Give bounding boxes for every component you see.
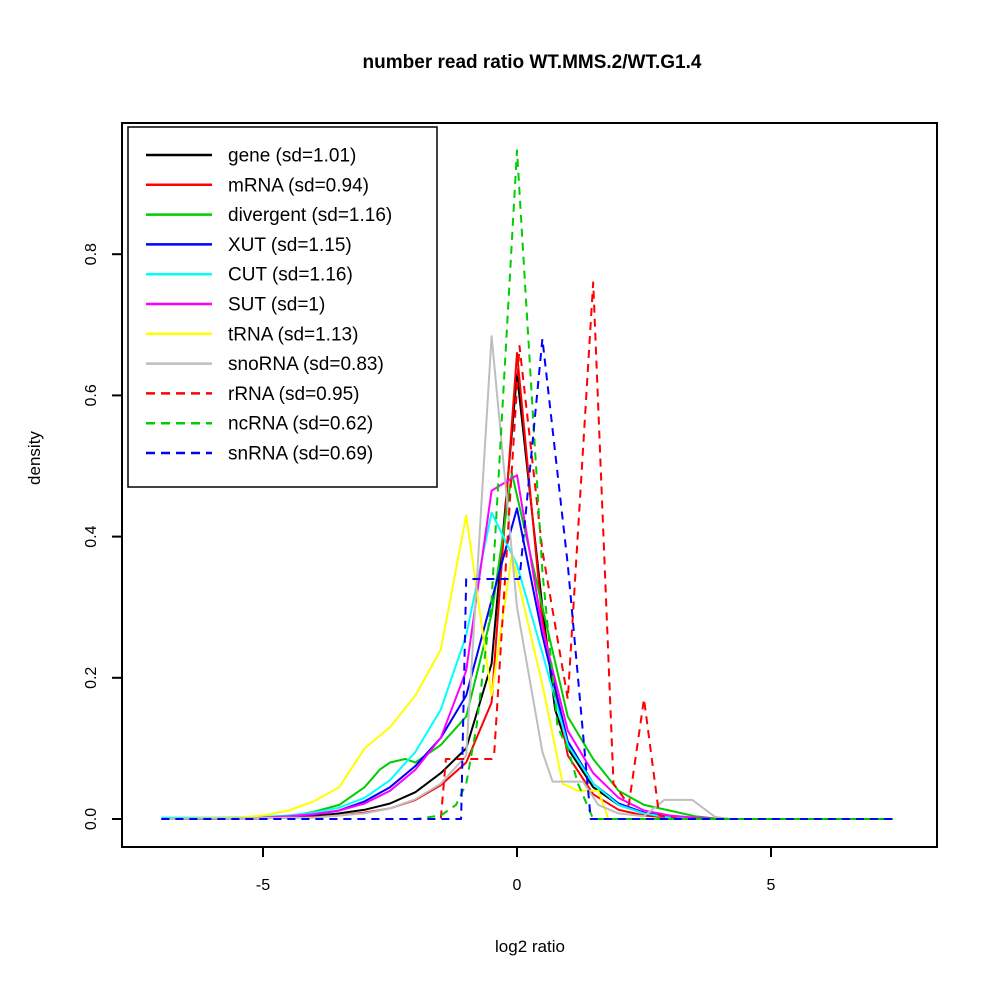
x-axis: -5 0 5 (256, 847, 776, 894)
legend-label-rRNA: rRNA (sd=0.95) (228, 384, 359, 405)
series-line-SUT (161, 474, 893, 820)
legend-label-divergent: divergent (sd=1.16) (228, 205, 392, 226)
y-tick-label: 0.0 (83, 808, 100, 830)
legend-label-ncRNA: ncRNA (sd=0.62) (228, 414, 373, 435)
y-tick-label: 0.6 (83, 384, 100, 406)
legend: gene (sd=1.01) mRNA (sd=0.94) divergent (s… (127, 126, 438, 488)
series-line-rRNA (161, 281, 893, 820)
series-line-snRNA (161, 337, 893, 820)
series-line-snoRNA (161, 335, 893, 820)
series-lines (161, 149, 893, 820)
y-tick-label: 0.4 (83, 525, 100, 547)
y-axis-label: density (25, 431, 44, 485)
series-line-ncRNA (161, 149, 893, 820)
y-tick-label: 0.8 (83, 243, 100, 265)
legend-label-XUT: XUT (sd=1.15) (228, 235, 352, 256)
legend-label-CUT: CUT (sd=1.16) (228, 265, 353, 286)
x-tick-label: 0 (513, 877, 522, 894)
series-line-divergent (161, 472, 893, 820)
x-tick-label: -5 (256, 877, 270, 894)
plot-border-box (121, 122, 938, 848)
legend-label-SUT: SUT (sd=1) (228, 295, 325, 316)
x-tick-label: 5 (767, 877, 776, 894)
legend-label-tRNA: tRNA (sd=1.13) (228, 324, 358, 345)
chart-title: number read ratio WT.MMS.2/WT.G1.4 (363, 52, 702, 73)
legend-label-snoRNA: snoRNA (sd=0.83) (228, 354, 384, 375)
series-line-tRNA (161, 514, 893, 820)
y-tick-label: 0.2 (83, 667, 100, 689)
legend-label-mRNA: mRNA (sd=0.94) (228, 175, 369, 196)
y-axis: 0.0 0.2 0.4 0.6 0.8 (83, 243, 122, 830)
x-axis-label: log2 ratio (495, 937, 565, 956)
legend-box (127, 126, 438, 488)
legend-label-snRNA: snRNA (sd=0.69) (228, 444, 373, 465)
legend-label-gene: gene (sd=1.01) (228, 146, 356, 167)
